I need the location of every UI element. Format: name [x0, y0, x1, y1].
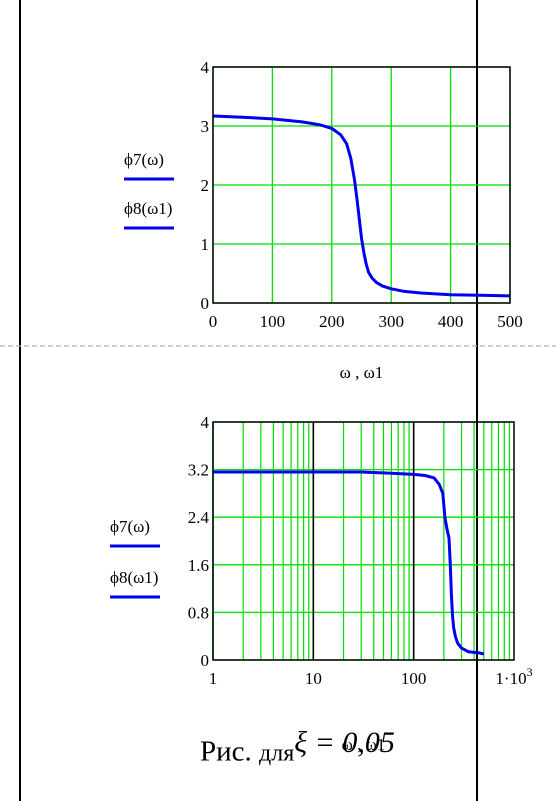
chart-2: 00.81.62.43.24 1 10 100 1·103 ϕ7(ω) ϕ8(ω1) … — [110, 413, 533, 754]
chart-1-series — [212, 114, 511, 298]
y-tick-label: 0.8 — [188, 603, 209, 622]
chart-1-ytick-labels: 0 1 2 3 4 — [201, 58, 210, 313]
y-tick-label: 2 — [201, 176, 210, 195]
chart-2-plot-frame — [212, 421, 515, 661]
caption-prefix: Рис. — [200, 735, 252, 768]
chart-1-legend-entry-1: ϕ7(ω) — [124, 150, 164, 169]
x-tick-label: 400 — [438, 312, 464, 331]
x-tick-label: 100 — [260, 312, 286, 331]
x-tick-label: 10 — [305, 669, 322, 688]
series-line — [212, 114, 511, 298]
x-tick-label: 1 — [209, 669, 218, 688]
chart-1-plot-frame — [212, 66, 511, 304]
series-line — [213, 470, 485, 656]
y-tick-label: 3 — [201, 117, 210, 136]
chart-2-series — [213, 470, 485, 656]
x-tick-label: 100 — [401, 669, 427, 688]
chart-2-xtick-labels: 1 10 100 1·103 — [209, 665, 533, 688]
chart-1: 0 1 2 3 4 0 100 200 300 400 500 ϕ7(ω) ϕ8(ω1) ω , … — [124, 58, 523, 382]
y-tick-label: 1 — [201, 235, 210, 254]
y-tick-label: 0 — [201, 294, 210, 313]
x-tick-label: 0 — [209, 312, 218, 331]
chart-1-legend-entry-2: ϕ8(ω1) — [124, 199, 172, 218]
x-tick-label: 500 — [497, 312, 523, 331]
y-tick-label: 3.2 — [188, 461, 209, 480]
x-tick-label: 1·103 — [495, 665, 532, 688]
chart-2-grid — [212, 421, 514, 661]
chart-2-x-axis-label: ω , ω1 — [342, 735, 386, 754]
chart-1-xtick-labels: 0 100 200 300 400 500 — [209, 312, 523, 331]
x-tick-label: 200 — [319, 312, 345, 331]
y-tick-label: 2.4 — [188, 508, 210, 527]
chart-1-x-axis-label: ω , ω1 — [340, 363, 384, 382]
y-tick-label: 4 — [201, 413, 210, 432]
y-tick-label: 4 — [201, 58, 210, 77]
caption-formula: ξ = 0,05 — [294, 726, 395, 759]
chart-1-grid — [212, 66, 511, 304]
y-tick-label: 0 — [201, 651, 210, 670]
figure-caption: Рис. дляξ = 0,05 — [200, 726, 395, 768]
chart-2-ytick-labels: 0 0.8 1.6 2.4 3.2 4 — [188, 413, 210, 670]
chart-2-legend-entry-1: ϕ7(ω) — [110, 517, 150, 536]
caption-word: для — [259, 740, 295, 767]
y-tick-label: 1.6 — [188, 556, 209, 575]
x-tick-label: 300 — [378, 312, 404, 331]
chart-2-legend-entry-2: ϕ8(ω1) — [110, 568, 158, 587]
